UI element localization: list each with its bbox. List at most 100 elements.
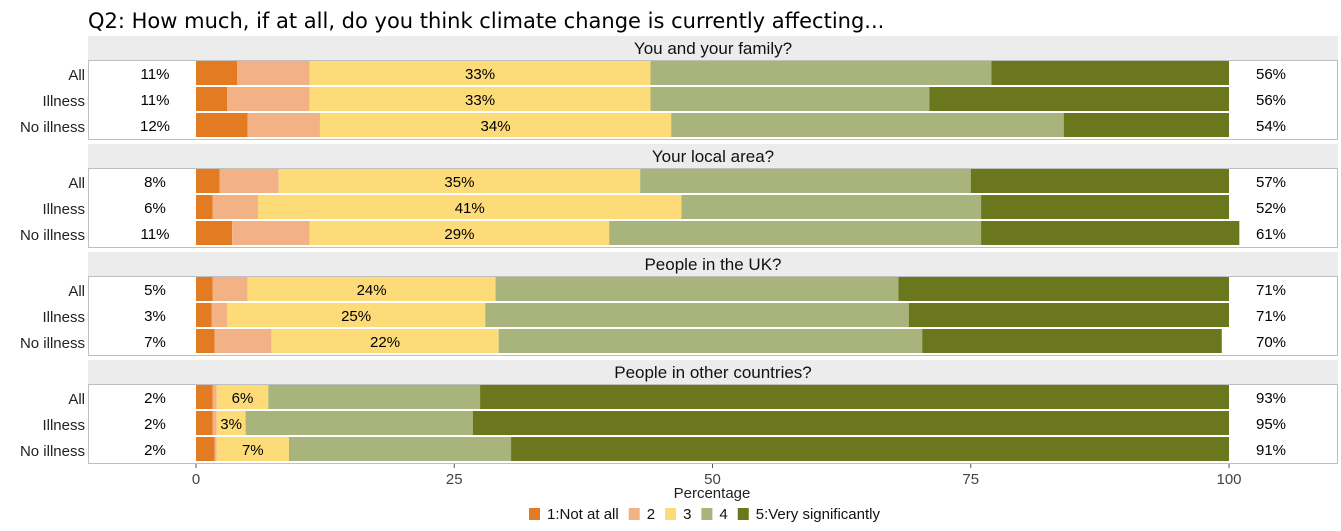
panel-strip	[88, 144, 1338, 168]
bar-segment-2	[247, 113, 320, 137]
panel-title: People in other countries?	[614, 363, 812, 382]
legend-swatch	[737, 508, 749, 520]
low-label: 2%	[144, 390, 166, 407]
high-label: 71%	[1256, 282, 1286, 299]
legend-label: 5:Very significantly	[756, 506, 881, 523]
high-label: 54%	[1256, 118, 1286, 135]
row-label: All	[68, 283, 85, 300]
bar-row: All 11% 33% 56%	[68, 61, 1286, 85]
legend: 1:Not at all 2 3 4 5:Very significantly	[529, 506, 880, 523]
high-label: 91%	[1256, 442, 1286, 459]
mid-label: 6%	[232, 390, 254, 407]
bar-segment-3	[216, 385, 269, 409]
low-label: 2%	[144, 416, 166, 433]
legend-item: 2	[628, 506, 655, 523]
high-label: 70%	[1256, 334, 1286, 351]
bar-row: All 2% 6% 93%	[68, 385, 1286, 409]
bar-row: No illness 11% 29% 61%	[20, 221, 1286, 245]
bar-segment-3	[247, 277, 496, 301]
high-label: 56%	[1256, 92, 1286, 109]
bar-segment-5	[511, 437, 1229, 461]
bar-segment-3	[309, 221, 610, 245]
x-tick-label: 100	[1216, 471, 1241, 488]
legend-label: 4	[719, 506, 727, 523]
bar-segment-1	[196, 411, 213, 435]
mid-label: 41%	[455, 200, 485, 217]
bar-segment-4	[288, 437, 512, 461]
bar-segment-4	[485, 303, 909, 327]
bar-segment-3	[309, 61, 651, 85]
legend-item: 5:Very significantly	[737, 506, 881, 523]
bar-segment-5	[472, 411, 1229, 435]
bar-segment-3	[216, 437, 289, 461]
mid-label: 24%	[357, 282, 387, 299]
bar-segment-2	[212, 385, 217, 409]
mid-label: 34%	[481, 118, 511, 135]
x-axis: 0 25 50 75 100	[192, 464, 1242, 488]
low-label: 11%	[141, 226, 170, 243]
bar-segment-5	[981, 221, 1240, 245]
legend-label: 3	[683, 506, 691, 523]
bar-segment-3	[271, 329, 499, 353]
low-label: 12%	[140, 118, 170, 135]
high-label: 61%	[1256, 226, 1286, 243]
bar-segment-2	[212, 411, 217, 435]
row-label: All	[68, 175, 85, 192]
high-label: 52%	[1256, 200, 1286, 217]
low-label: 11%	[141, 92, 170, 109]
bar-segment-3	[216, 411, 246, 435]
bar-segment-4	[245, 411, 473, 435]
legend-item: 1:Not at all	[529, 506, 619, 523]
panel-3: People in the UK? All 5% 24% 71% Illness 3% 25%…	[20, 252, 1338, 356]
low-label: 11%	[141, 66, 170, 83]
panel-strip	[88, 252, 1338, 276]
bar-segment-2	[237, 61, 310, 85]
low-label: 6%	[144, 200, 166, 217]
bar-segment-1	[196, 169, 220, 193]
bar-segment-2	[212, 277, 248, 301]
bar-segment-1	[196, 87, 227, 111]
bar-segment-2	[211, 303, 227, 327]
bar-segment-1	[196, 221, 233, 245]
bar-segment-5	[991, 61, 1229, 85]
bar-row: Illness 3% 25% 71%	[42, 303, 1286, 327]
panel-4: People in other countries? All 2% 6% 93% Illn…	[20, 360, 1338, 464]
bar-segment-5	[922, 329, 1222, 353]
bar-segment-2	[219, 169, 279, 193]
legend-item: 3	[665, 506, 691, 523]
chart-title: Q2: How much, if at all, do you think cl…	[88, 9, 884, 33]
panel-strip	[88, 36, 1338, 60]
x-tick-label: 0	[192, 471, 200, 488]
mid-label: 3%	[220, 416, 242, 433]
row-label: Illness	[42, 201, 85, 218]
bar-segment-2	[212, 195, 258, 219]
mid-label: 7%	[242, 442, 264, 459]
bar-segment-3	[309, 87, 651, 111]
bar-segment-5	[898, 277, 1229, 301]
bar-segment-2	[226, 87, 310, 111]
low-label: 7%	[144, 334, 166, 351]
bar-segment-5	[970, 169, 1229, 193]
high-label: 93%	[1256, 390, 1286, 407]
bar-segment-1	[196, 195, 213, 219]
panel-title: People in the UK?	[644, 255, 781, 274]
bar-row: Illness 11% 33% 56%	[42, 87, 1286, 111]
row-label: Illness	[42, 309, 85, 326]
mid-label: 35%	[444, 174, 474, 191]
row-label: No illness	[20, 227, 85, 244]
bar-segment-4	[609, 221, 982, 245]
row-label: Illness	[42, 417, 85, 434]
x-tick-label: 25	[446, 471, 463, 488]
bar-segment-4	[650, 87, 930, 111]
low-label: 2%	[144, 442, 166, 459]
mid-label: 33%	[465, 66, 495, 83]
mid-label: 25%	[341, 308, 371, 325]
bar-row: No illness 7% 22% 70%	[20, 329, 1286, 353]
legend-label: 1:Not at all	[547, 506, 619, 523]
panel-strip	[88, 360, 1338, 384]
bar-segment-4	[495, 277, 899, 301]
legend-item: 4	[701, 506, 728, 523]
legend-swatch	[665, 508, 677, 520]
panel-1: You and your family? All 11% 33% 56% Illness 1…	[20, 36, 1338, 140]
x-tick-label: 50	[704, 471, 721, 488]
